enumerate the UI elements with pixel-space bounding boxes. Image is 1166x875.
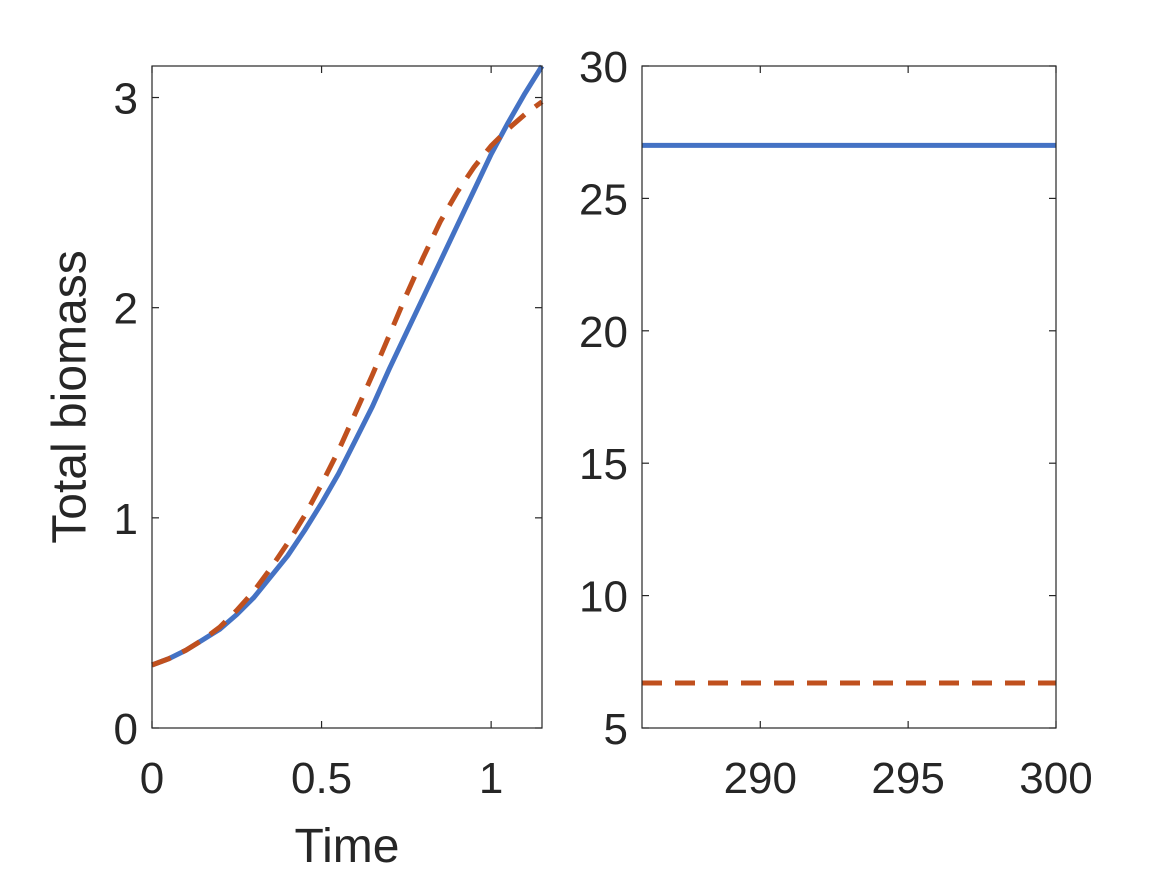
left-y-tick-label: 0 [114, 705, 138, 754]
left-ticks: 0 0.5 1 0 1 2 3 [114, 66, 542, 803]
right-y-tick-label: 30 [579, 43, 628, 92]
right-series-layer [642, 142, 1056, 686]
right-ticks: 290 295 300 5 10 15 20 25 30 [579, 43, 1093, 803]
left-series-layer [151, 64, 545, 668]
left-y-tick-label: 3 [114, 75, 138, 124]
right-y-tick-label: 10 [579, 573, 628, 622]
right-plot-panel: 290 295 300 5 10 15 20 25 30 [579, 43, 1093, 803]
right-x-tick-label: 295 [871, 754, 944, 803]
right-x-tick-label: 290 [724, 754, 797, 803]
left-x-tick-label: 1 [479, 754, 503, 803]
left-x-tick-label: 0.5 [291, 754, 352, 803]
left-x-axis-label: Time [295, 820, 400, 873]
left-series-solid-line [151, 64, 545, 668]
left-y-axis-label: Total biomass [44, 250, 97, 543]
right-y-tick-label: 20 [579, 308, 628, 357]
left-y-tick-label: 1 [114, 495, 138, 544]
left-series-dashed-line [151, 99, 544, 668]
right-y-tick-label: 5 [604, 705, 628, 754]
left-y-tick-label: 2 [114, 285, 138, 334]
right-axes-box [641, 65, 1057, 729]
left-axes-box [151, 65, 543, 729]
right-y-tick-label: 25 [579, 175, 628, 224]
left-plot-panel: 0 0.5 1 0 1 2 3 Time Total biomass [44, 64, 545, 873]
left-x-tick-label: 0 [140, 754, 164, 803]
right-y-tick-label: 15 [579, 440, 628, 489]
right-x-tick-label: 300 [1019, 754, 1092, 803]
